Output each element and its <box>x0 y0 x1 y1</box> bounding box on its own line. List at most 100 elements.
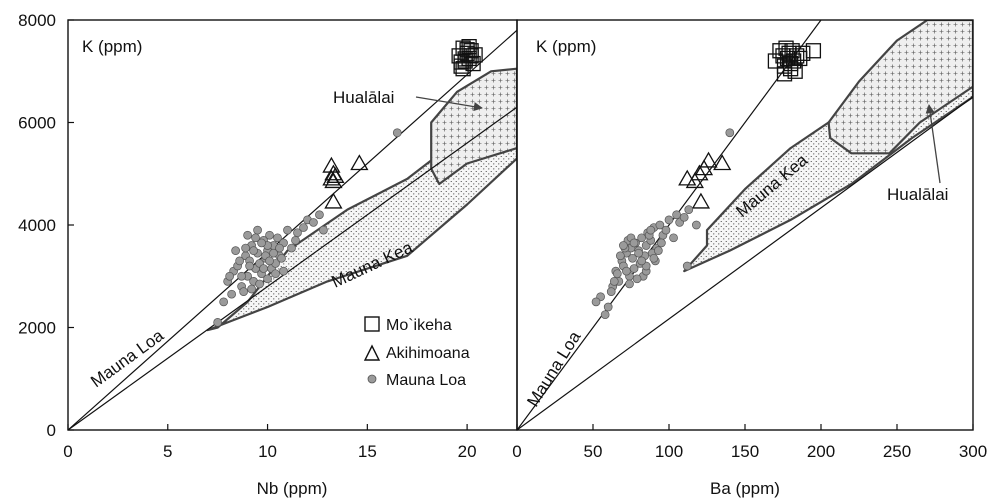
data-point-circle <box>271 269 280 279</box>
data-point-circle <box>634 248 643 258</box>
field-hual-lai <box>430 67 517 186</box>
data-point-circle <box>237 271 246 281</box>
data-point-circle <box>213 318 223 327</box>
legend-entry-mauna-loa: Mauna Loa <box>386 372 466 389</box>
data-point-square <box>451 48 467 64</box>
data-point-triangle <box>678 169 697 186</box>
series-akihimoana <box>322 154 369 209</box>
panel-k-vs-ba: 0 50 100 150 200 250 300 K (ppm) Ba (ppm) Maun… <box>512 19 987 498</box>
data-point-circle <box>239 287 248 296</box>
data-point-square <box>785 53 802 69</box>
data-point-square <box>776 58 793 74</box>
field-hual-lai <box>827 20 973 155</box>
data-point-square <box>459 42 475 58</box>
data-point-circle <box>612 269 622 279</box>
series-mauna-loa <box>591 128 735 320</box>
x-tick-label: 50 <box>584 442 603 461</box>
data-point-square <box>463 48 479 64</box>
data-point-circle <box>609 277 619 286</box>
data-point-circle <box>227 289 236 299</box>
data-point-circle <box>273 233 282 243</box>
data-point-triangle <box>685 172 704 189</box>
data-point-circle <box>225 271 234 281</box>
annotation-mauna-loa-line: Mauna Loa <box>87 326 167 392</box>
data-point-triangle <box>350 154 369 171</box>
data-point-circle <box>603 302 613 312</box>
data-point-circle <box>291 236 300 245</box>
data-point-square <box>805 43 822 59</box>
data-point-circle <box>392 128 402 138</box>
y-tick-label: 6000 <box>18 114 56 133</box>
data-point-triangle <box>713 154 732 171</box>
data-point-circle <box>235 256 244 266</box>
x-tick-label: 200 <box>807 442 835 461</box>
annotation-mauna-loa-line: Mauna Loa <box>523 327 584 410</box>
data-point-circle <box>625 279 634 289</box>
data-point-triangle <box>326 167 345 183</box>
series-akihimoana <box>678 151 732 209</box>
data-point-circle <box>299 223 308 232</box>
data-point-circle <box>265 230 274 240</box>
reference-line-0 <box>517 20 822 430</box>
series-mauna-loa <box>213 128 402 327</box>
x-tick-label: 150 <box>731 442 759 461</box>
data-point-circle <box>664 215 674 225</box>
data-point-triangle <box>324 172 343 189</box>
data-point-circle <box>245 261 254 271</box>
data-point-circle <box>637 256 646 266</box>
data-point-circle <box>684 205 694 214</box>
data-point-square <box>457 51 473 67</box>
legend-entry-mo-ikeha: Mo`ikeha <box>386 317 452 334</box>
x-tick-label: 10 <box>258 442 277 461</box>
data-point-triangle <box>691 192 711 209</box>
data-point-square <box>787 63 803 79</box>
x-axis-label: Nb (ppm) <box>257 479 328 498</box>
y-tick-label: 0 <box>47 421 56 440</box>
data-point-circle <box>253 225 262 235</box>
data-point-square <box>792 50 808 67</box>
panel-k-vs-nb: 0 5 10 15 20 0 2000 4000 6000 8000 K (ppm) Nb (pp… <box>18 11 518 498</box>
data-point-square <box>782 55 799 72</box>
data-point-circle <box>283 225 292 235</box>
hualalai-arrow <box>925 104 941 184</box>
legend-entry-akihimoana: Akihimoana <box>386 345 470 362</box>
data-point-circle <box>672 210 681 220</box>
data-point-square <box>461 39 477 55</box>
data-point-circle <box>315 210 324 220</box>
data-point-circle <box>243 230 252 240</box>
data-point-circle <box>682 261 692 271</box>
data-point-circle <box>622 266 631 276</box>
reference-line-1 <box>517 96 973 430</box>
reference-line-0 <box>68 29 517 430</box>
data-point-circle <box>628 253 637 263</box>
data-point-circle <box>619 241 628 250</box>
data-point-square <box>776 66 793 82</box>
x-tick-label: 100 <box>655 442 683 461</box>
data-point-circle <box>219 297 229 307</box>
panel-label: K (ppm) <box>536 37 596 56</box>
data-point-triangle <box>694 159 714 176</box>
data-point-circle <box>655 220 665 230</box>
axis-ticks: 0 50 100 150 200 250 300 <box>512 424 987 461</box>
data-point-circle <box>279 266 288 276</box>
data-point-circle <box>725 128 735 138</box>
points-layer <box>591 40 822 320</box>
data-point-circle <box>600 310 610 320</box>
data-point-circle <box>591 297 601 307</box>
data-point-triangle <box>324 192 343 209</box>
fields-layer <box>683 20 973 273</box>
reference-line-1 <box>68 106 517 430</box>
data-point-circle <box>263 274 272 284</box>
data-point-circle <box>629 238 639 248</box>
data-point-circle <box>309 218 318 227</box>
data-point-triangle <box>699 151 718 168</box>
series-mo-ikeha <box>767 40 822 82</box>
x-tick-label: 250 <box>883 442 911 461</box>
data-point-circle <box>269 248 278 258</box>
annotation-hualalai-field: Hualālai <box>333 88 394 107</box>
data-point-circle <box>632 274 642 284</box>
data-point-circle <box>287 243 296 253</box>
legend-square-marker <box>364 316 380 332</box>
y-tick-label: 8000 <box>18 11 56 30</box>
